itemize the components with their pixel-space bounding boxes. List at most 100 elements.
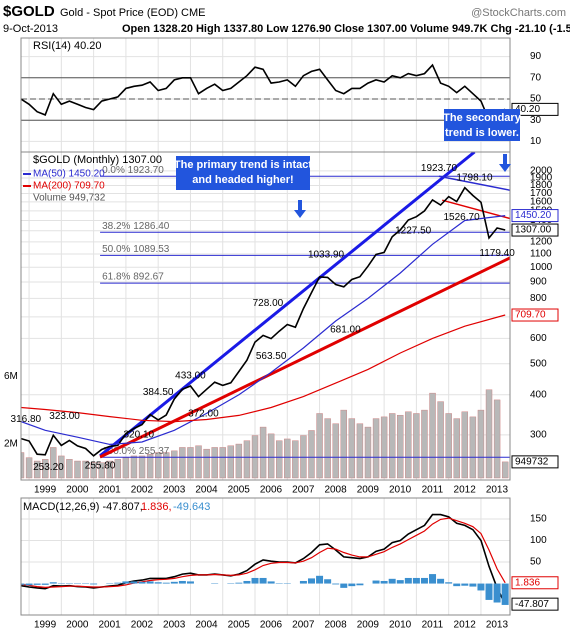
x-tick-label: 2001 [98,485,121,496]
histogram-bar [493,583,501,603]
histogram-bar [307,578,315,584]
volume-bar [477,409,485,479]
last-value-box [511,223,559,237]
series-line [21,314,506,423]
volume-bar [405,411,412,479]
histogram-bar [25,583,33,586]
volume-tick-label: 2M [4,439,18,450]
x-tick-label: 2004 [195,620,218,631]
x-tick-label: 2000 [66,620,89,631]
volume-bar [203,448,210,479]
x-tick-label: 2010 [389,620,412,631]
volume-bar [332,423,339,479]
x-tick-label: 2009 [357,485,380,496]
volume-bar [187,447,194,479]
volume-bar [106,460,113,479]
annotation-box [176,156,310,190]
volume-bar [453,418,460,479]
trendline [99,256,510,459]
volume-bar [461,411,469,479]
fib-label: 61.8% 892.67 [102,272,164,283]
annotation-text: The secondary [443,112,522,124]
histogram-bar [445,582,453,584]
volume-bar [501,461,509,479]
x-tick-label: 2002 [131,485,154,496]
price-label: 1526.70 [444,212,481,223]
x-tick-label: 2000 [66,485,89,496]
volume-bar [42,459,49,479]
histogram-bar [420,577,428,584]
volume-bar [58,455,65,479]
x-tick-label: 2006 [260,485,283,496]
volume-bar [372,418,380,479]
histogram-bar [316,575,324,584]
y-tick-label: 90 [530,51,542,62]
date: 9-Oct-2013 [3,23,58,35]
last-value-box [511,455,559,469]
histogram-bar [90,583,98,585]
x-tick-label: 2006 [260,620,283,631]
y-tick-label: 800 [530,293,547,304]
histogram-bar [267,581,275,584]
histogram-bar [380,580,388,584]
x-tick-label: 2011 [422,485,444,496]
volume-bar [219,447,226,479]
y-tick-label: 1900 [530,173,553,184]
volume-bar [138,455,146,479]
volume-bar [397,414,404,479]
panel-frame [20,37,511,153]
y-tick-label: 400 [530,389,547,400]
histogram-bar [429,574,437,584]
source: @StockCharts.com [471,7,566,19]
histogram-bar [114,582,122,584]
last-value-label: 1307.00 [515,225,552,236]
last-value-label: 1450.20 [515,210,552,221]
volume-bar [235,443,243,479]
volume-bar [33,460,41,479]
histogram-bar [356,583,364,586]
panel-frame [20,497,511,616]
histogram-bar [33,583,41,585]
price-label: 384.50 [143,387,174,398]
histogram-bar [235,582,243,584]
description: Gold - Spot Price (EOD) CME [60,7,205,19]
volume-bar [243,440,251,479]
volume-bar [292,440,299,479]
volume-bar [259,426,267,479]
price-label: 1227.50 [395,225,432,236]
volume-bar [316,413,323,479]
volume-bar [380,416,388,479]
x-tick-label: 2003 [163,620,186,631]
annotation-text: and headed higher! [192,174,293,186]
histogram-bar [21,583,25,585]
histogram-bar [396,580,404,584]
histogram-bar [348,583,356,587]
legend-label: 1.836, [141,501,172,513]
y-tick-label: 150 [530,514,547,525]
y-tick-label: 50 [530,94,542,105]
last-value-box [511,597,559,611]
volume-bar [429,392,436,479]
price-label: 681.00 [330,324,361,335]
legend-label: -49.643 [173,501,210,513]
last-value-box [511,576,559,590]
histogram-bar [388,578,396,584]
y-tick-label: 10 [530,136,542,147]
volume-bar [276,440,283,479]
volume-bar [163,452,170,479]
y-tick-label: 1100 [530,249,552,260]
histogram-bar [372,580,380,584]
volume-bar [66,459,73,479]
volume-bar [356,423,364,479]
volume-bar [324,418,331,479]
histogram-bar [477,583,485,591]
fib-label: 50.0% 1089.53 [102,244,170,255]
histogram-bar [186,581,194,584]
panel-title: $GOLD (Monthly) 1307.00 [33,154,162,166]
y-tick-label: 600 [530,333,547,344]
last-value-label: -47.807 [515,599,549,610]
histogram-bar [412,577,420,584]
histogram-bar [299,580,307,584]
histogram-bar [340,583,348,588]
